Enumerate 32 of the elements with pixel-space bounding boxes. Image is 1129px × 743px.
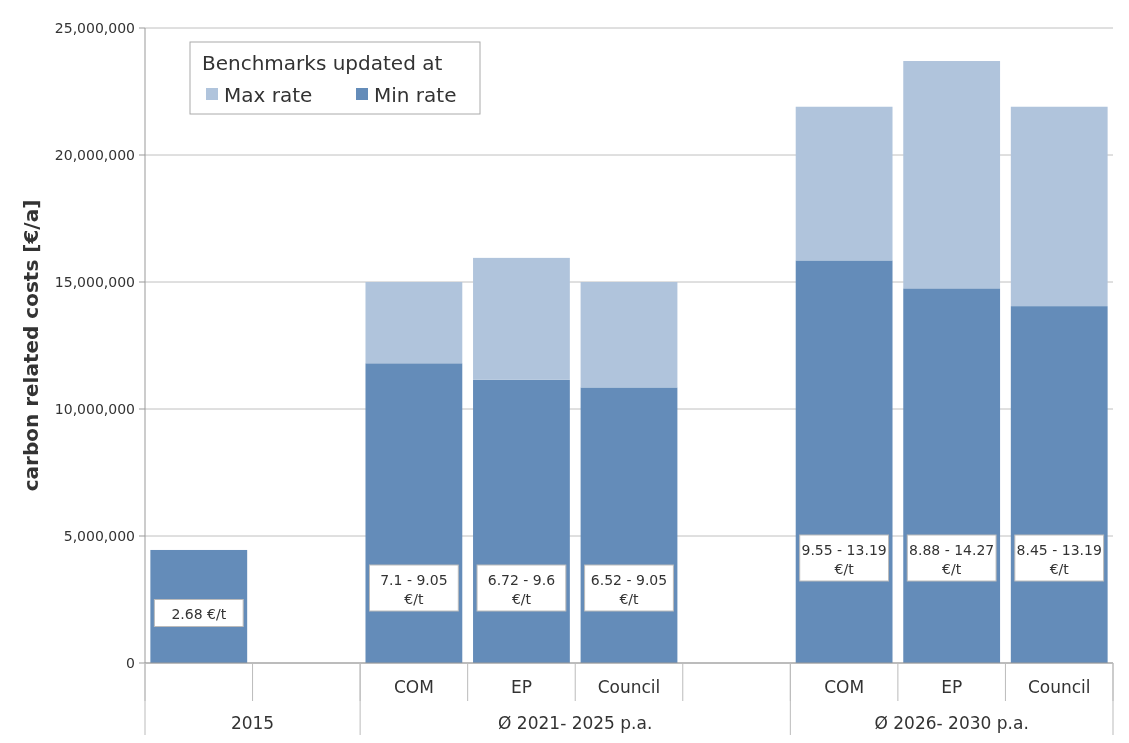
y-tick-label: 0 — [126, 655, 135, 671]
annotation: 2.68 €/t — [171, 606, 227, 622]
bar — [795, 106, 893, 261]
bar — [903, 61, 1001, 289]
x-tick-label: EP — [941, 677, 963, 697]
x-tick-label: Council — [1027, 677, 1091, 697]
y-tick-label: 5,000,000 — [63, 528, 135, 544]
legend-label: Min rate — [374, 83, 457, 107]
bar — [1010, 106, 1108, 307]
x-tick-label: EP — [510, 677, 532, 697]
y-tick-label: 15,000,000 — [54, 274, 135, 290]
bar — [580, 282, 678, 388]
bar — [473, 257, 570, 380]
text: 2015 — [230, 713, 275, 733]
legend-title: Benchmarks updated at — [202, 51, 443, 75]
annotation: 6.72 - 9.6 €/t — [487, 571, 556, 607]
x-tick-label: COM — [393, 677, 434, 697]
x-tick-label: Council — [597, 677, 661, 697]
legend-label: Max rate — [224, 83, 313, 107]
y-tick-label: 20,000,000 — [54, 147, 135, 163]
annotation: 7.1 - 9.05 €/t — [380, 571, 448, 607]
y-axis-title: carbon related costs [€/a] — [19, 199, 43, 492]
annotation: 9.55 - 13.19 €/t — [801, 541, 887, 577]
text: Ø 2021- 2025 p.a. — [498, 713, 653, 733]
text: Ø 2026- 2030 p.a. — [874, 713, 1029, 733]
annotation: 8.88 - 14.27 €/t — [909, 541, 995, 577]
bar — [365, 282, 463, 364]
annotation: 6.52 - 9.05 €/t — [590, 571, 668, 607]
annotation: 8.45 - 13.19 €/t — [1016, 541, 1102, 577]
y-tick-label: 25,000,000 — [54, 20, 135, 36]
x-tick-label: COM — [824, 677, 865, 697]
y-tick-label: 10,000,000 — [54, 401, 135, 417]
